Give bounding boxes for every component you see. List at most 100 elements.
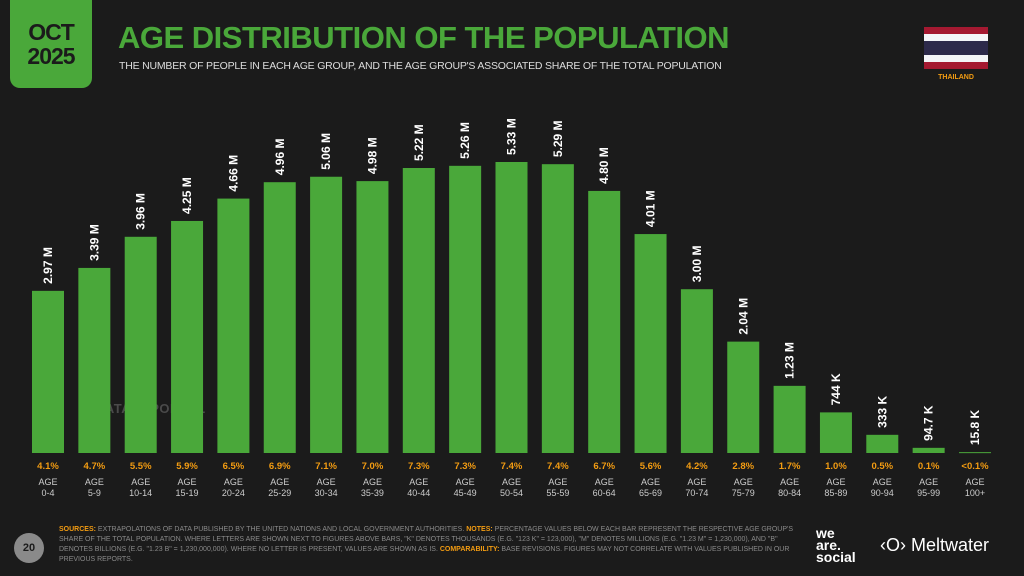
bar <box>819 412 852 453</box>
bar <box>541 164 574 453</box>
meltwater-wordmark: Meltwater <box>911 535 990 555</box>
share-label: 6.5% <box>223 461 245 472</box>
share-label: <0.1% <box>961 461 989 472</box>
comparability-label: COMPARABILITY: <box>439 546 500 553</box>
value-label: 4.96 M <box>273 139 287 176</box>
bar <box>866 434 899 453</box>
country-label: THAILAND <box>938 74 974 81</box>
logo-word-we: we <box>816 525 835 541</box>
bar <box>310 176 343 453</box>
bar <box>727 341 760 453</box>
meltwater-icon: ‹O› <box>880 535 906 555</box>
category-label: 65-69 <box>639 488 662 498</box>
age-prefix-label: AGE <box>38 477 57 487</box>
share-label: 7.4% <box>501 461 523 472</box>
value-label: 4.98 M <box>365 137 379 174</box>
value-label: 3.00 M <box>690 246 704 283</box>
age-prefix-label: AGE <box>85 477 104 487</box>
age-prefix-label: AGE <box>826 477 845 487</box>
sources-label: SOURCES: <box>59 526 96 533</box>
bar <box>959 452 991 454</box>
share-label: 7.4% <box>547 461 569 472</box>
category-label: 70-74 <box>685 488 708 498</box>
logo-word-social: social <box>816 549 856 565</box>
flag-stripe <box>924 41 988 55</box>
share-label: 4.7% <box>84 461 106 472</box>
category-label: 95-99 <box>917 488 940 498</box>
age-prefix-label: AGE <box>641 477 660 487</box>
bar <box>680 289 713 453</box>
logo-word-are: are. <box>816 537 841 553</box>
bar <box>78 267 111 453</box>
age-prefix-label: AGE <box>548 477 567 487</box>
value-label: 5.06 M <box>319 133 333 170</box>
comparability-text: BASE REVISIONS. FIGURES MAY NOT CORRELAT… <box>59 546 790 563</box>
share-label: 4.1% <box>37 461 59 472</box>
share-label: 5.9% <box>176 461 198 472</box>
share-label: 7.0% <box>362 461 384 472</box>
bar <box>449 165 482 453</box>
footnote: SOURCES: EXTRAPOLATIONS OF DATA PUBLISHE… <box>59 525 804 565</box>
flag-stripe <box>924 55 988 62</box>
category-label: 80-84 <box>778 488 801 498</box>
share-label: 6.9% <box>269 461 291 472</box>
bar <box>263 182 296 453</box>
category-label: 55-59 <box>546 488 569 498</box>
value-label: 5.26 M <box>458 122 472 159</box>
value-label: 5.33 M <box>505 118 519 155</box>
bar <box>171 220 204 453</box>
category-label: 0-4 <box>41 488 54 498</box>
age-prefix-label: AGE <box>224 477 243 487</box>
category-label: 10-14 <box>129 488 152 498</box>
share-label: 0.1% <box>918 461 940 472</box>
age-prefix-label: AGE <box>595 477 614 487</box>
bar <box>217 198 250 453</box>
date-month: OCT <box>28 19 75 45</box>
share-label: 0.5% <box>871 461 893 472</box>
age-prefix-label: AGE <box>178 477 197 487</box>
category-label: 100+ <box>965 488 985 498</box>
value-label: 2.04 M <box>736 298 750 335</box>
share-label: 7.3% <box>454 461 476 472</box>
age-prefix-label: AGE <box>873 477 892 487</box>
age-prefix-label: AGE <box>317 477 336 487</box>
bar <box>634 234 667 453</box>
value-label: 4.66 M <box>226 155 240 192</box>
bar <box>495 162 528 453</box>
share-label: 7.1% <box>315 461 337 472</box>
bar <box>912 447 945 453</box>
value-label: 5.22 M <box>412 124 426 161</box>
value-label: 2.97 M <box>41 247 55 284</box>
category-label: 75-79 <box>732 488 755 498</box>
category-label: 90-94 <box>871 488 894 498</box>
age-prefix-label: AGE <box>734 477 753 487</box>
sources-text: EXTRAPOLATIONS OF DATA PUBLISHED BY THE … <box>95 526 467 533</box>
category-label: 25-29 <box>268 488 291 498</box>
bar <box>402 168 435 454</box>
page-subtitle: THE NUMBER OF PEOPLE IN EACH AGE GROUP, … <box>119 60 722 72</box>
bar <box>32 290 64 453</box>
page-number: 20 <box>14 533 44 563</box>
category-label: 5-9 <box>88 488 101 498</box>
age-prefix-label: AGE <box>919 477 938 487</box>
age-prefix-label: AGE <box>687 477 706 487</box>
value-label: 744 K <box>829 373 843 405</box>
age-prefix-label: AGE <box>965 477 984 487</box>
flag-stripe <box>924 27 988 34</box>
category-label: 35-39 <box>361 488 384 498</box>
value-label: 4.25 M <box>180 177 194 214</box>
share-label: 6.7% <box>593 461 615 472</box>
age-prefix-label: AGE <box>363 477 382 487</box>
bar <box>773 385 806 453</box>
category-label: 85-89 <box>824 488 847 498</box>
page-title: AGE DISTRIBUTION OF THE POPULATION <box>118 20 730 55</box>
value-label: 5.29 M <box>551 120 565 157</box>
category-label: 50-54 <box>500 488 523 498</box>
date-year: 2025 <box>27 43 75 69</box>
category-label: 15-19 <box>176 488 199 498</box>
share-label: 5.6% <box>640 461 662 472</box>
category-label: 45-49 <box>454 488 477 498</box>
share-label: 7.3% <box>408 461 430 472</box>
bar <box>356 181 389 453</box>
